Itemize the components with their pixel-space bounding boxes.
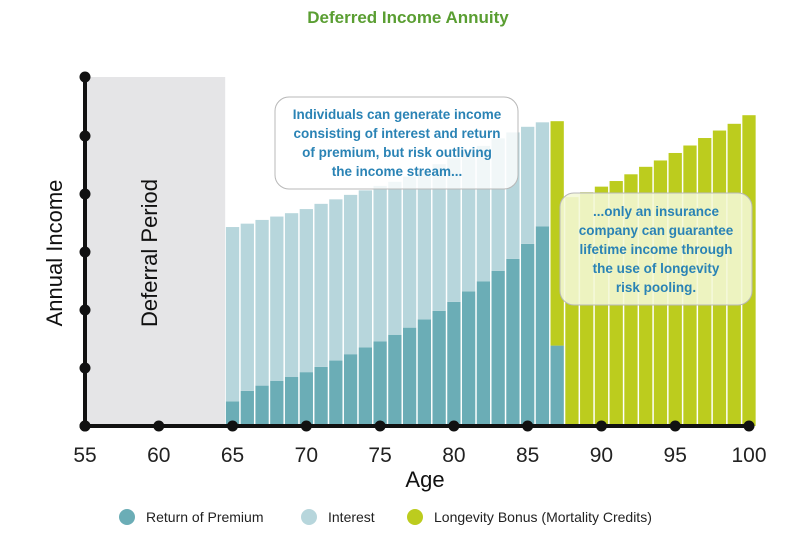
bar-premium-78: [417, 319, 432, 426]
x-tick-labels: 55 60 65 70 75 80 85 90 95 100: [73, 444, 766, 467]
y-axis-marker-4: [79, 304, 91, 316]
x-tick-marker-60: [153, 420, 165, 432]
note-left-line-1: consisting of interest and return: [293, 126, 500, 141]
bar-interest-73: [343, 194, 358, 355]
x-tick-label-85: 85: [516, 444, 539, 467]
note-right-line-1: company can guarantee: [579, 223, 734, 238]
bar-premium-82: [476, 281, 491, 426]
legend-swatch-longevity: [407, 509, 423, 525]
bar-interest-71: [314, 203, 328, 367]
x-axis-label: Age: [405, 467, 444, 492]
y-axis-marker-2: [79, 188, 91, 200]
deferral-period-label: Deferral Period: [137, 179, 162, 327]
bar-premium-69: [284, 377, 299, 426]
axes-group: [79, 71, 755, 432]
x-tick-marker-80: [448, 420, 460, 432]
bar-interest-85: [521, 126, 535, 244]
legend-label-longevity: Longevity Bonus (Mortality Credits): [434, 509, 652, 525]
x-tick-label-65: 65: [221, 444, 244, 467]
bar-interest-72: [329, 199, 343, 361]
y-axis-marker-1: [79, 130, 91, 142]
bar-interest-70: [299, 209, 313, 373]
note-left-line-2: of premium, but risk outliving: [302, 145, 492, 160]
chart-title: Deferred Income Annuity: [307, 8, 509, 27]
bar-premium-86: [535, 226, 550, 426]
bar-premium-71: [314, 366, 328, 426]
x-tick-label-80: 80: [442, 444, 465, 467]
y-axis-marker-3: [79, 246, 91, 258]
note-left-line-3: the income stream...: [332, 164, 463, 179]
y-axis-marker-5: [79, 362, 91, 374]
bar-premium-75: [373, 341, 387, 426]
bar-interest-86: [535, 122, 550, 227]
bar-premium-77: [402, 327, 417, 426]
note-right-line-0: ...only an insurance: [593, 204, 720, 219]
x-tick-label-70: 70: [295, 444, 318, 467]
bar-premium-73: [343, 354, 358, 426]
x-tick-label-75: 75: [368, 444, 391, 467]
legend: Return of Premium Interest Longevity Bonus…: [119, 509, 652, 525]
note-right-line-4: risk pooling.: [616, 280, 696, 295]
annotation-group: Individuals can generate income consistin…: [274, 96, 753, 306]
bar-interest-65: [225, 227, 240, 402]
x-tick-label-100: 100: [731, 444, 766, 467]
bar-interest-78: [417, 171, 432, 320]
x-tick-marker-95: [669, 420, 681, 432]
bar-interest-75: [373, 185, 387, 342]
x-tick-marker-65: [227, 420, 239, 432]
x-tick-marker-75: [374, 420, 386, 432]
bar-interest-79: [432, 164, 446, 311]
bar-premium-70: [299, 372, 313, 426]
x-tick-marker-70: [300, 420, 312, 432]
deferral-period-region: [85, 77, 226, 426]
x-tick-label-90: 90: [590, 444, 613, 467]
legend-swatch-premium: [119, 509, 135, 525]
bar-premium-74: [358, 347, 372, 426]
note-right-box: [559, 192, 753, 306]
note-right-line-3: the use of longevity: [593, 261, 720, 276]
x-tick-label-95: 95: [664, 444, 687, 467]
legend-swatch-interest: [301, 509, 317, 525]
bar-premium-79: [432, 310, 446, 426]
bar-premium-72: [329, 360, 343, 426]
bar-interest-77: [402, 176, 417, 328]
note-left-line-0: Individuals can generate income: [293, 107, 502, 122]
bar-premium-81: [462, 291, 476, 426]
x-tick-label-55: 55: [73, 444, 96, 467]
note-left-box: [274, 96, 519, 190]
bar-premium-83: [491, 270, 505, 426]
legend-label-interest: Interest: [328, 509, 375, 525]
y-axis-label: Annual Income: [42, 180, 67, 327]
bar-interest-68: [270, 216, 284, 381]
x-tick-marker-90: [595, 420, 607, 432]
bar-premium-80: [447, 301, 461, 426]
y-axis-marker-0: [79, 71, 91, 83]
bar-premium-68: [270, 380, 284, 426]
bar-premium-85: [521, 243, 535, 426]
note-right-line-2: lifetime income through: [579, 242, 732, 257]
x-tick-label-60: 60: [147, 444, 170, 467]
bar-premium-67: [255, 385, 269, 426]
bar-interest-80: [447, 158, 461, 302]
bar-premium-84: [506, 258, 520, 426]
bar-interest-66: [240, 223, 254, 391]
x-tick-marker-55: [79, 420, 91, 432]
legend-label-premium: Return of Premium: [146, 509, 263, 525]
bar-premium-76: [388, 334, 402, 426]
bar-interest-76: [388, 181, 402, 335]
bar-premium-87: [550, 345, 564, 426]
x-tick-marker-100: [743, 420, 755, 432]
bar-premium-65: [225, 401, 240, 426]
bar-premium-66: [240, 390, 254, 426]
bar-interest-67: [255, 219, 269, 386]
bar-interest-69: [284, 213, 299, 378]
x-tick-marker-85: [522, 420, 534, 432]
bar-interest-74: [358, 190, 372, 348]
